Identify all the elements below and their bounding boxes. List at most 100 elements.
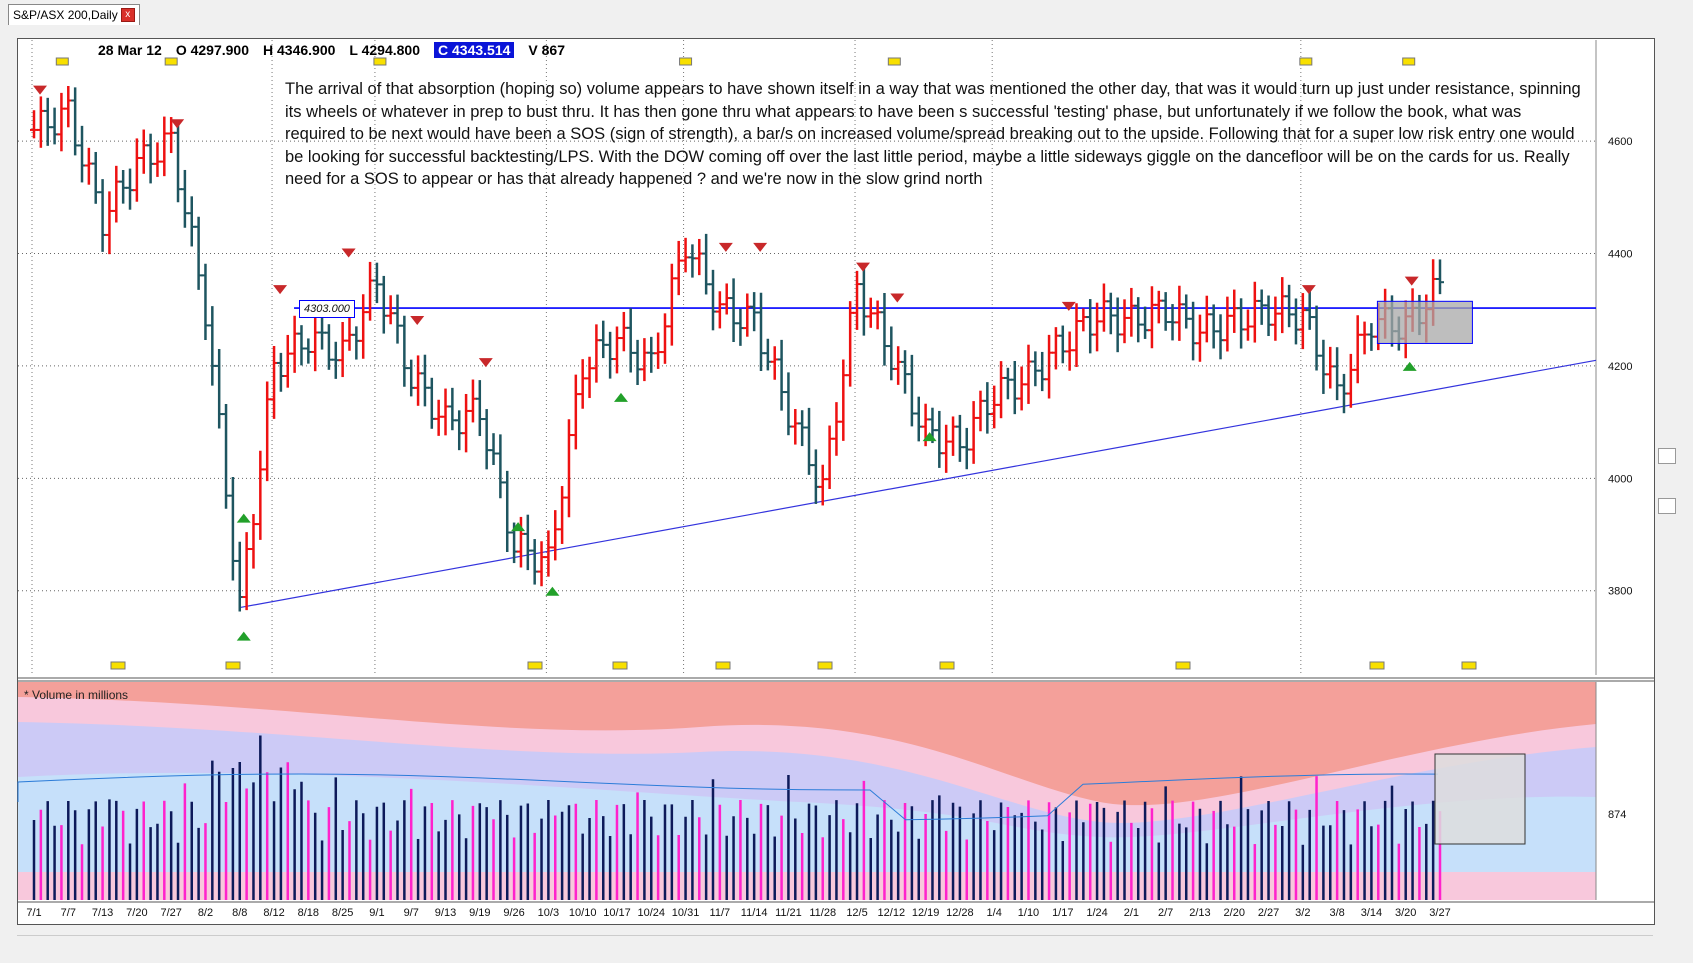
x-tick-label: 7/20 [126, 907, 147, 919]
x-tick-label: 1/17 [1052, 907, 1073, 919]
x-tick-label: 9/26 [503, 907, 524, 919]
event-marker [1369, 661, 1385, 670]
event-marker [817, 661, 833, 670]
sell-signal-marker [856, 262, 871, 272]
sell-signal-marker [478, 358, 493, 368]
x-tick-label: 3/20 [1395, 907, 1416, 919]
x-tick-label: 12/28 [946, 907, 974, 919]
y-tick-label: 4200 [1608, 361, 1632, 373]
sell-signal-marker [341, 248, 356, 258]
event-marker [939, 661, 955, 670]
event-marker [1461, 661, 1477, 670]
volume-panel-label: * Volume in millions [24, 688, 129, 702]
sell-signal-marker [410, 315, 425, 325]
x-tick-label: 2/1 [1124, 907, 1139, 919]
sell-signal-marker [890, 293, 905, 303]
consolidation-box [1376, 300, 1473, 344]
x-tick-label: 7/7 [61, 907, 76, 919]
volume-highlight-box [1434, 753, 1526, 845]
x-tick-label: 8/2 [198, 907, 213, 919]
x-tick-label: 9/7 [404, 907, 419, 919]
sell-signal-marker [170, 119, 185, 129]
x-tick-label: 9/13 [435, 907, 456, 919]
x-tick-label: 2/7 [1158, 907, 1173, 919]
support-trendline [239, 359, 1597, 609]
ohlc-open: O 4297.900 [175, 42, 249, 58]
ohlc-readout: 28 Mar 12 O 4297.900 H 4346.900 L 4294.8… [98, 42, 565, 58]
x-tick-label: 3/2 [1295, 907, 1310, 919]
buy-signal-marker [1402, 361, 1417, 371]
ohlc-volume: V 867 [528, 42, 565, 58]
y-tick-label: 4400 [1608, 249, 1632, 261]
chart-tab[interactable]: S&P/ASX 200,Daily x [8, 4, 140, 25]
x-tick-label: 1/24 [1086, 907, 1107, 919]
sell-signal-marker [1061, 301, 1076, 311]
x-tick-label: 3/8 [1329, 907, 1344, 919]
x-tick-label: 8/12 [263, 907, 284, 919]
x-tick-label: 7/1 [26, 907, 41, 919]
close-icon[interactable]: x [120, 8, 135, 22]
x-tick-label: 10/10 [569, 907, 597, 919]
event-marker [225, 661, 241, 670]
x-tick-label: 3/14 [1361, 907, 1382, 919]
volume-tick-label: 874 [1608, 809, 1626, 821]
chart-annotation-text: The arrival of that absorption (hoping s… [285, 80, 1581, 188]
horizontal-scrollbar[interactable] [17, 935, 1653, 954]
sell-signal-marker [1404, 276, 1419, 286]
sell-signal-marker [718, 242, 733, 252]
buy-signal-marker [922, 432, 937, 442]
resistance-price-label: 4303.000 [299, 300, 355, 318]
y-tick-label: 4600 [1608, 136, 1632, 148]
sell-signal-marker [753, 242, 768, 252]
buy-signal-marker [236, 513, 251, 523]
event-marker [1175, 661, 1191, 670]
event-marker [55, 57, 69, 66]
event-marker [373, 57, 387, 66]
x-tick-label: 2/27 [1258, 907, 1279, 919]
x-tick-label: 10/17 [603, 907, 631, 919]
x-tick-label: 12/5 [846, 907, 867, 919]
x-tick-label: 3/27 [1429, 907, 1450, 919]
scroll-up-button[interactable] [1658, 448, 1676, 464]
event-marker [1402, 57, 1416, 66]
chart-tab-title: S&P/ASX 200,Daily [13, 8, 118, 22]
ohlc-low: L 4294.800 [349, 42, 420, 58]
x-tick-label: 8/8 [232, 907, 247, 919]
event-marker [110, 661, 126, 670]
x-tick-label: 1/4 [987, 907, 1002, 919]
x-tick-label: 2/20 [1224, 907, 1245, 919]
buy-signal-marker [545, 586, 560, 596]
x-tick-label: 7/27 [160, 907, 181, 919]
x-tick-label: 12/12 [878, 907, 906, 919]
event-marker [1299, 57, 1313, 66]
x-tick-label: 10/24 [638, 907, 666, 919]
x-tick-label: 9/19 [469, 907, 490, 919]
x-tick-label: 11/7 [710, 907, 731, 919]
x-tick-label: 8/18 [298, 907, 319, 919]
x-tick-label: 11/14 [741, 907, 768, 919]
event-marker [887, 57, 901, 66]
buy-signal-marker [236, 631, 251, 641]
event-marker [164, 57, 178, 66]
y-tick-label: 4000 [1608, 473, 1632, 485]
buy-signal-marker [613, 392, 628, 402]
x-tick-label: 11/28 [809, 907, 836, 919]
vertical-scrollbar[interactable] [1655, 38, 1677, 923]
x-tick-label: 7/13 [92, 907, 113, 919]
volume-band-blue [18, 772, 1596, 900]
volume-moving-average [17, 773, 1439, 821]
x-tick-label: 12/19 [912, 907, 940, 919]
x-tick-label: 10/3 [538, 907, 559, 919]
ohlc-date: 28 Mar 12 [98, 42, 162, 58]
buy-signal-marker [511, 522, 526, 532]
event-marker [679, 57, 693, 66]
event-marker [527, 661, 543, 670]
x-tick-label: 2/13 [1189, 907, 1210, 919]
event-marker [612, 661, 628, 670]
ohlc-high: H 4346.900 [263, 42, 336, 58]
scroll-down-button[interactable] [1658, 498, 1676, 514]
sell-signal-marker [1301, 285, 1316, 295]
event-marker [715, 661, 731, 670]
x-tick-label: 8/25 [332, 907, 353, 919]
